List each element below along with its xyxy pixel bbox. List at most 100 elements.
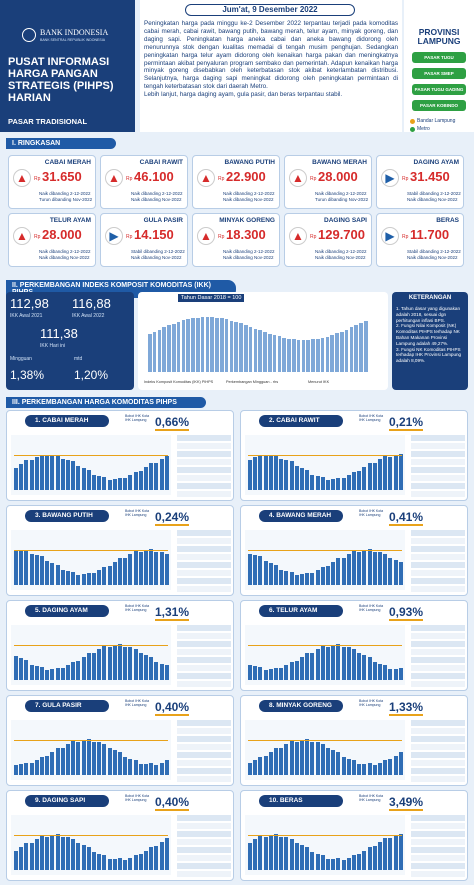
commodity-panel: 2. CABAI RAWIT Bobot IHK Kota IHK Lampung… [240,410,468,501]
decor-bar [346,647,351,680]
decor-bar [336,751,341,775]
decor-bar [268,455,273,490]
decor-bar [300,573,304,585]
note: 3. Fungsi NK Komoditas PIHPS terhadap IH… [396,346,462,364]
decor-line [248,550,402,551]
decor-row [177,530,231,536]
decor-bar [128,758,133,775]
decor-bar [287,338,291,372]
decor-bar [148,334,152,372]
decor-bar [279,668,284,680]
decor-bar [157,329,162,372]
decor-bar [367,656,372,680]
decor-bar [133,648,138,680]
decor-bar [326,748,330,775]
trend-icon: ▶ [381,169,399,187]
commodity-panel: 5. DAGING AYAM Bobot IHK Kota IHK Lampung… [6,600,234,691]
stat-label: IKK Hari ini [40,343,66,349]
decor-bar [294,661,299,680]
decor-bar [86,739,91,775]
decor-row [411,768,465,774]
commodity-panel: 10. BERAS Bobot IHK Kota IHK Lampung 3,49% [240,790,468,881]
legend-label: Metro [417,126,430,132]
decor-bar [138,854,143,870]
weight-label: Bobot IHK Kota IHK Lampung [125,699,150,707]
price-note: Naik dibanding Nov-2022 [131,197,182,202]
decor-row [177,665,231,671]
note: 1. Tahun dasar yang digunakan adalah 201… [396,306,461,323]
trend-icon: ▶ [381,227,399,245]
decor-bar [341,756,346,775]
decor-row [177,760,231,766]
decor-bar [263,756,268,775]
decor-bar [149,846,154,870]
decor-bar [229,320,234,372]
stat-label: IKK Awal 2021 [10,313,43,319]
decor-bar [154,551,159,585]
stat-value: 116,88 [72,296,111,311]
decor-bar [331,858,336,870]
currency: Rp [218,176,225,182]
decor-bar [305,739,310,775]
decor-row [411,752,465,758]
decor-row [411,641,465,647]
decor-bar [159,663,164,680]
commodity-name: 5. DAGING AYAM [25,605,109,617]
decor-bar [71,838,76,870]
decor-bar [50,668,55,680]
decor-bar [164,664,169,680]
decor-row [177,815,231,821]
decor-bar [263,331,267,372]
decor-bar [383,759,388,775]
note: 2. Fungsi Nilai Komposit (NK) Komoditas … [396,323,460,346]
trend-icon: ▶ [105,227,123,245]
decor-row [177,443,231,449]
commodity-panel: 8. MINYAK GORENG Bobot IHK Kota IHK Lampu… [240,695,468,786]
decor-row [411,562,465,568]
decor-row [411,728,465,734]
decor-bar [50,835,55,870]
decor-bar [352,759,356,775]
decor-bar [66,837,70,870]
decor-bar [205,317,210,372]
decor-bar [310,851,315,870]
summary-card: CABAI MERAH ▲ Rp 31.650 Naik dibanding 2-12-… [8,155,96,209]
weight-value: 0,21% [389,415,424,431]
decor-bar [320,646,325,680]
decor-bar [310,741,315,775]
decor-row [411,720,465,726]
weight-label: Bobot IHK Kota IHK Lampung [359,794,384,802]
decor-bar [66,665,70,680]
decor-bar [123,478,128,490]
price-note: Turun dibanding Nov-2022 [39,197,93,202]
decor-row [411,443,465,449]
weight-value: 1,33% [389,700,424,716]
decor-bar [55,748,60,775]
decor-bar [112,858,117,870]
decor-bar [97,570,102,585]
price-note: Turun dibanding Nov-2022 [315,197,369,202]
decor-bar [362,654,367,680]
market-button: PASAR KOBINDO [412,100,466,111]
decor-bar [398,561,403,585]
price: 28.000 [42,227,82,242]
decor-bar [45,836,50,870]
decor-row [177,855,231,861]
decor-bar [378,663,382,680]
decor-bar [40,757,44,775]
decor-bar [354,325,358,372]
decor-bar [289,571,294,585]
decor-bar [24,762,29,775]
decor-row [177,586,231,592]
decor-bar [55,455,60,490]
decor-row [411,451,465,457]
market-button: PASAR SMEP [412,68,466,79]
decor-bar [159,841,164,870]
decor-row [177,728,231,734]
decor-bar [191,318,195,372]
decor-bar [76,661,81,680]
decor-bar [294,574,299,585]
decor-bar [253,554,258,585]
price-note: Naik dibanding 2-12-2022 [39,249,91,254]
decor-bar [340,331,344,372]
